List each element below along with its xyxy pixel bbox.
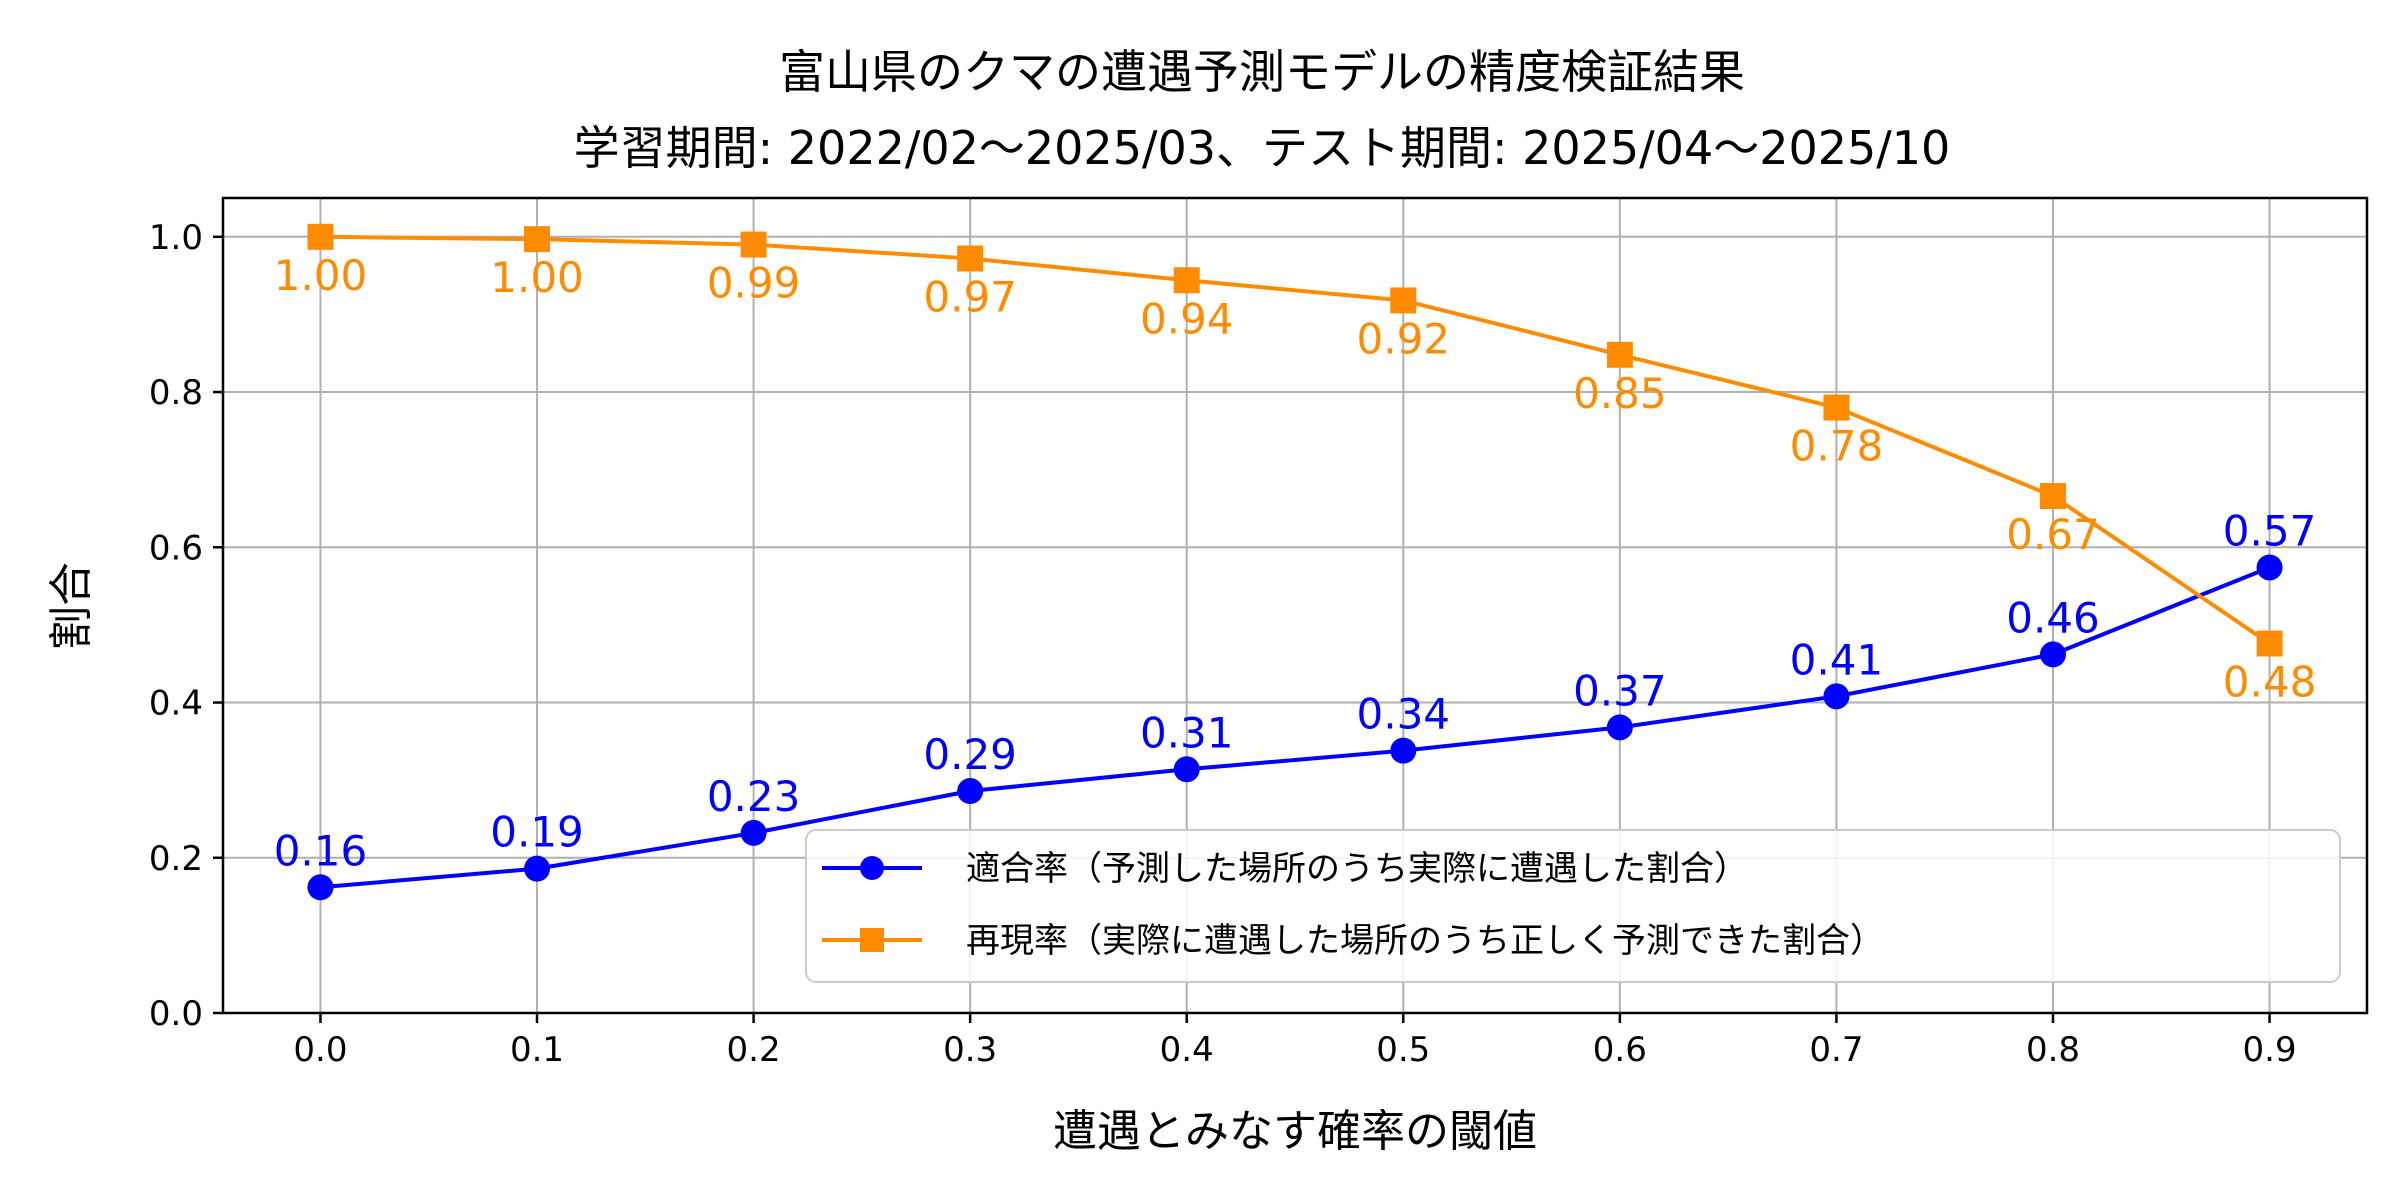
plot-area-frame (221, 196, 2369, 1015)
recall-point (957, 245, 984, 272)
y-tick-label: 0.4 (149, 684, 203, 724)
x-tick-label: 0.4 (1160, 1030, 1214, 1070)
precision-data-label: 0.23 (707, 772, 801, 821)
recall-data-label: 0.97 (923, 273, 1017, 322)
legend-precision-marker (860, 856, 884, 880)
legend-recall-marker (860, 928, 884, 952)
recall-point (1823, 394, 1850, 421)
recall-data-label: 0.48 (2223, 658, 2317, 707)
recall-data-label: 1.00 (274, 251, 368, 300)
recall-point (2039, 483, 2066, 510)
x-tick-label: 0.6 (1593, 1030, 1647, 1070)
precision-point (524, 855, 551, 882)
recall-line (320, 234, 2271, 646)
recall-data-label: 1.00 (490, 253, 584, 302)
x-tick-label: 0.2 (727, 1030, 781, 1070)
precision-point (1390, 737, 1417, 764)
precision-point (307, 874, 334, 901)
x-tick-label: 0.3 (943, 1030, 997, 1070)
recall-data-label: 0.67 (2006, 510, 2100, 559)
x-tick-label: 0.7 (1809, 1030, 1863, 1070)
x-tick-label: 0.5 (1376, 1030, 1430, 1070)
recall-point (740, 231, 767, 258)
data-labels: 0.16 0.19 0.23 0.29 0.31 0.34 0.37 0.41 0.46 0.57… (274, 251, 2317, 875)
precision-point (957, 778, 984, 805)
recall-point (1173, 267, 1200, 294)
recall-data-label: 0.92 (1357, 314, 1451, 363)
chart-title: 富山県のクマの遭遇予測モデルの精度検証結果 (779, 45, 1745, 99)
recall-data-label: 0.78 (1790, 422, 1884, 471)
precision-data-label: 0.19 (490, 808, 584, 857)
y-tick-label: 0.0 (149, 994, 203, 1034)
precision-point (1173, 756, 1200, 783)
x-tick-label: 0.1 (510, 1030, 564, 1070)
y-tick-label: 1.0 (149, 218, 203, 258)
x-tick-label: 0.9 (2243, 1030, 2297, 1070)
precision-data-label: 0.46 (2006, 593, 2100, 642)
precision-point (2256, 554, 2283, 581)
precision-data-label: 0.16 (274, 826, 368, 875)
recall-data-label: 0.99 (707, 259, 801, 308)
precision-data-label: 0.31 (1140, 708, 1234, 757)
x-axis-label: 遭遇とみなす確率の閾値 (1053, 1106, 1537, 1157)
precision-point (740, 819, 767, 846)
recall-point (1390, 287, 1417, 314)
y-tick-label: 0.8 (149, 373, 203, 413)
chart-subtitle: 学習期間: 2022/02〜2025/03、テスト期間: 2025/04〜202… (574, 121, 1951, 175)
precision-point (1823, 683, 1850, 710)
recall-data-label: 0.85 (1573, 369, 1667, 418)
series-layer (307, 223, 2283, 901)
x-tick-label: 0.8 (2026, 1030, 2080, 1070)
legend-frame (805, 829, 2341, 983)
precision-point (1606, 714, 1633, 741)
precision-line (320, 565, 2271, 890)
axis-ticks: 0.0 0.1 0.2 0.3 0.4 0.5 0.6 0.7 0.8 0.9 0.0 0.2 0.4 0… (149, 218, 2297, 1070)
precision-data-label: 0.37 (1573, 666, 1667, 715)
y-tick-label: 0.2 (149, 839, 203, 879)
precision-data-label: 0.34 (1357, 690, 1451, 739)
recall-point (1606, 341, 1633, 368)
y-axis-label: 割合 (46, 562, 97, 650)
y-tick-label: 0.6 (149, 528, 203, 568)
recall-point (2256, 630, 2283, 657)
legend-recall-label: 再現率（実際に遭遇した場所のうち正しく予測できた割合） (966, 921, 1884, 961)
recall-point (307, 223, 334, 250)
precision-data-label: 0.41 (1790, 635, 1884, 684)
precision-data-label: 0.57 (2223, 506, 2317, 555)
precision-point (2039, 641, 2066, 668)
x-tick-label: 0.0 (293, 1030, 347, 1070)
legend-precision-label: 適合率（予測した場所のうち実際に遭遇した割合） (966, 849, 1748, 889)
recall-data-label: 0.94 (1140, 294, 1234, 343)
legend: 適合率（予測した場所のうち実際に遭遇した割合） 再現率（実際に遭遇した場所のうち… (805, 829, 2341, 983)
precision-data-label: 0.29 (923, 730, 1017, 779)
recall-point (524, 226, 551, 253)
